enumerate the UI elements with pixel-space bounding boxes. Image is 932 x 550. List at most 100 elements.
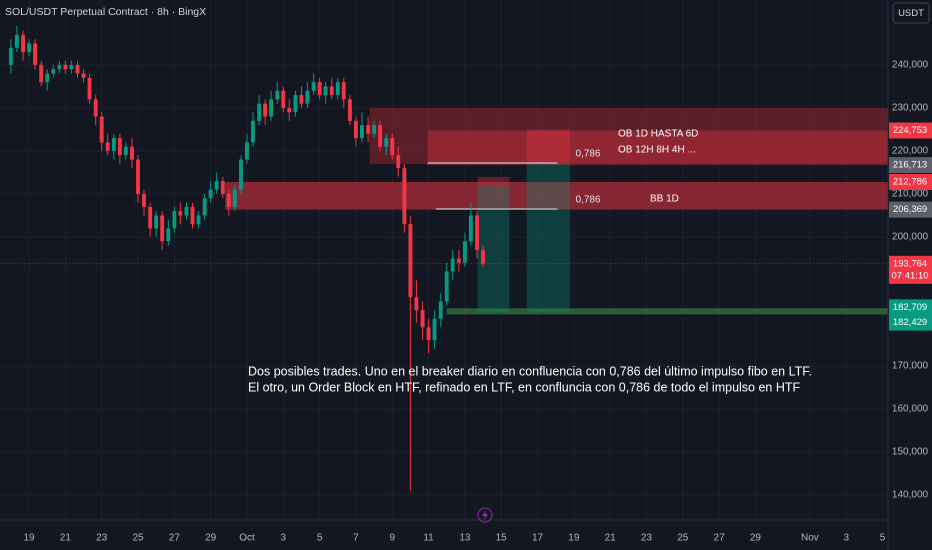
candle-body: [281, 90, 286, 108]
position-stop-zone: [477, 176, 510, 186]
candle-body: [117, 138, 122, 156]
icon-ring[interactable]: [477, 507, 493, 523]
candle-body: [232, 189, 237, 207]
x-tick-label: 29: [205, 533, 217, 544]
candle-body: [178, 211, 183, 216]
x-tick-label: 5: [317, 533, 323, 544]
candle-body: [305, 90, 310, 104]
position-target-zone: [526, 163, 571, 312]
candle-body: [160, 215, 165, 242]
candle-body: [263, 103, 268, 117]
y-tick-label: 160,000: [892, 404, 929, 415]
order-block-zone: [446, 308, 888, 315]
candle-body: [402, 168, 407, 225]
candle-body: [462, 241, 467, 263]
candle-body: [196, 215, 201, 225]
candle-body: [166, 228, 171, 242]
x-tick-label: Oct: [239, 533, 255, 544]
candle-body: [275, 90, 280, 100]
fib-label: 0,786: [575, 195, 600, 206]
y-tick-label: 240,000: [892, 60, 929, 71]
candle-body: [432, 318, 437, 341]
candle-body: [426, 327, 431, 341]
x-tick-label: 27: [714, 533, 726, 544]
candle-body: [456, 258, 461, 263]
y-tick-label: 220,000: [892, 146, 929, 157]
candle-body: [63, 64, 68, 70]
candle-body: [384, 138, 389, 147]
currency-button-label[interactable]: USDT: [898, 8, 924, 19]
x-tick-label: 9: [389, 533, 395, 544]
candle-body: [21, 34, 26, 53]
plot-area: 0,786 0,786 OB 1D HASTA 6D OB 12H 8H 4H ...…: [0, 0, 888, 520]
order-block-zone: [225, 181, 888, 210]
price-tag-label: 193,764: [893, 258, 927, 269]
candle-body: [239, 159, 243, 190]
countdown: 07:41:10: [892, 270, 929, 281]
x-tick-label: 19: [23, 533, 35, 544]
x-tick-label: 5: [880, 533, 886, 544]
zone-label: BB 1D: [650, 194, 679, 205]
price-tag-label: 182,429: [893, 317, 927, 328]
candle-body: [347, 99, 352, 121]
candle-body: [269, 99, 274, 117]
candle-body: [311, 82, 316, 91]
fib-label: 0,786: [575, 149, 600, 160]
zone-label: OB 1D HASTA 6D: [618, 129, 698, 140]
x-tick-label: 19: [568, 533, 580, 544]
candle-body: [33, 43, 37, 65]
candle-body: [130, 146, 134, 160]
candle-body: [99, 116, 104, 143]
candle-body: [251, 120, 255, 143]
icon-bolt[interactable]: [482, 510, 488, 520]
candle-body: [372, 125, 377, 134]
candle-body: [335, 82, 340, 96]
candle-body: [148, 206, 153, 229]
candle-body: [257, 103, 262, 121]
candle-body: [245, 142, 249, 160]
x-tick-label: 15: [496, 533, 508, 544]
price-tag: [889, 201, 932, 218]
candle-body: [390, 138, 395, 156]
x-tick-label: 21: [60, 533, 72, 544]
lightning-icon[interactable]: [477, 507, 493, 523]
zone-label: OB 12H 8H 4H ...: [618, 145, 696, 156]
currency-button-frame[interactable]: [892, 2, 930, 24]
x-tick-label: 29: [750, 533, 762, 544]
x-tick-label: 3: [281, 533, 287, 544]
candle-body: [317, 82, 322, 96]
price-tag: [889, 255, 932, 284]
y-tick-label: 230,000: [892, 103, 929, 114]
candle-body: [45, 73, 50, 83]
price-tag: [889, 122, 932, 139]
candle-body: [323, 86, 328, 96]
candle-body: [396, 155, 401, 169]
position-target-zone: [477, 185, 510, 312]
x-tick-label: Nov: [801, 533, 819, 544]
candle-body: [14, 34, 19, 48]
order-block-zone: [427, 130, 888, 166]
x-tick-label: 7: [353, 533, 359, 544]
candle-body: [93, 99, 98, 117]
candle-body: [475, 215, 479, 250]
price-tag: [889, 314, 932, 331]
position-stop-zone: [526, 129, 571, 164]
price-tag: [889, 157, 932, 174]
currency-button[interactable]: USDT: [892, 2, 930, 24]
chart-title: SOL/USDT Perpetual Contract · 8h · BingX: [5, 6, 206, 18]
candle-body: [420, 310, 425, 328]
candle-body: [450, 258, 455, 272]
price-tag-label: 182,709: [893, 302, 927, 313]
candle-body: [481, 249, 485, 264]
x-tick-label: 25: [132, 533, 144, 544]
x-tick-label: 23: [96, 533, 108, 544]
candle-body: [366, 125, 371, 134]
candle-body: [214, 181, 219, 190]
x-tick-label: 11: [423, 533, 434, 544]
x-tick-label: 27: [169, 533, 181, 544]
candle-body: [353, 120, 358, 139]
candle-body: [8, 47, 13, 65]
candle-body: [299, 95, 304, 104]
